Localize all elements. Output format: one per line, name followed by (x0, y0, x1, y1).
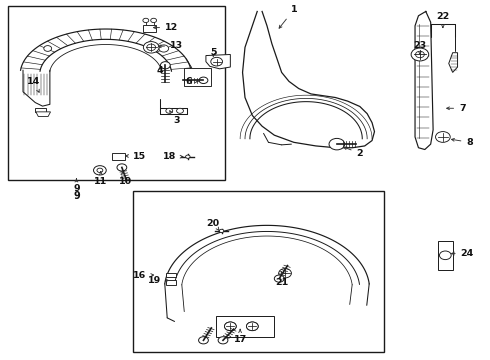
Circle shape (94, 166, 106, 175)
Circle shape (436, 132, 450, 142)
Bar (133, 191, 384, 352)
Circle shape (246, 322, 258, 330)
Text: 19: 19 (148, 276, 168, 285)
Circle shape (220, 229, 224, 233)
Circle shape (224, 322, 236, 330)
Text: 21: 21 (275, 272, 288, 287)
Bar (8, 6, 225, 180)
Circle shape (411, 48, 429, 61)
Circle shape (211, 57, 222, 66)
Circle shape (186, 155, 190, 158)
Circle shape (279, 269, 292, 278)
Circle shape (440, 251, 451, 260)
Polygon shape (36, 112, 50, 117)
Text: 12: 12 (153, 23, 178, 32)
Circle shape (160, 62, 170, 69)
Text: 1: 1 (279, 5, 297, 28)
Text: 11: 11 (94, 172, 107, 186)
Bar (438, 241, 453, 270)
Circle shape (198, 337, 208, 344)
Text: 17: 17 (234, 329, 247, 344)
Text: 6: 6 (186, 77, 198, 86)
Text: 14: 14 (27, 77, 41, 92)
Circle shape (143, 18, 149, 23)
Bar (166, 273, 175, 277)
Circle shape (329, 138, 344, 150)
Circle shape (274, 275, 284, 282)
Bar (112, 153, 125, 160)
Circle shape (199, 77, 208, 84)
Circle shape (176, 108, 183, 113)
Circle shape (144, 41, 159, 53)
Text: 24: 24 (452, 249, 474, 258)
Text: 16: 16 (133, 270, 153, 279)
Polygon shape (206, 54, 230, 69)
Text: 22: 22 (436, 12, 449, 27)
Circle shape (246, 322, 258, 330)
Circle shape (218, 337, 228, 344)
Text: 18: 18 (163, 152, 183, 161)
Text: 5: 5 (210, 48, 217, 57)
Text: 4: 4 (156, 66, 163, 75)
Circle shape (117, 164, 127, 171)
Text: 10: 10 (119, 172, 132, 186)
Bar (184, 68, 211, 86)
Text: 20: 20 (207, 219, 220, 230)
Bar (144, 25, 156, 32)
Bar (35, 108, 46, 112)
Circle shape (416, 51, 424, 58)
Text: 3: 3 (170, 111, 180, 125)
Text: 15: 15 (125, 152, 147, 161)
Circle shape (151, 18, 157, 23)
Text: 8: 8 (451, 138, 473, 147)
Text: 2: 2 (344, 147, 363, 158)
Bar (216, 316, 274, 337)
Circle shape (147, 44, 156, 50)
Polygon shape (449, 53, 458, 72)
Circle shape (166, 108, 172, 113)
Text: 13: 13 (158, 41, 183, 50)
Text: 23: 23 (414, 41, 426, 54)
Bar (166, 280, 175, 284)
Circle shape (44, 46, 51, 51)
Circle shape (97, 168, 103, 172)
Circle shape (224, 322, 236, 330)
Text: 9: 9 (73, 191, 80, 201)
Circle shape (159, 45, 169, 52)
Text: 7: 7 (447, 104, 465, 113)
Text: 9: 9 (73, 179, 80, 193)
